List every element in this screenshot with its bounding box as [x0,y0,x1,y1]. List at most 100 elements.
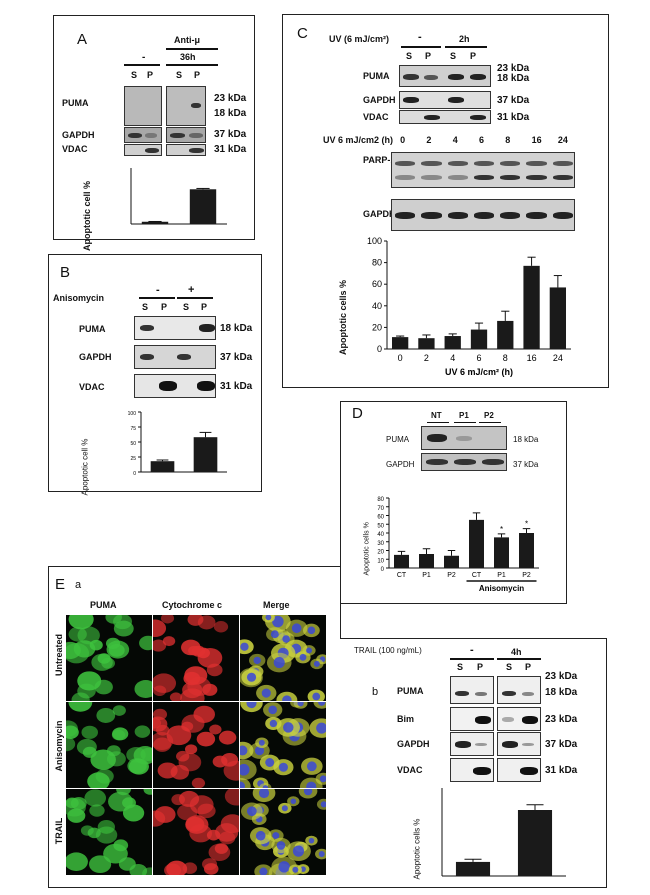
microscopy-image [153,789,239,875]
mw-marker: 18 kDa [220,323,253,334]
nucleus [262,785,269,788]
parp-cleaved-band [552,175,573,180]
blot-puma [497,676,541,704]
blot-gapdh [134,345,216,369]
microscopy-image [66,789,152,875]
nucleus [319,775,326,783]
cell [197,803,216,819]
y-tick-label: 60 [372,279,382,289]
x-tick-label: CT [472,572,482,579]
cell [112,727,129,741]
cell [162,636,176,647]
nucleus [259,867,268,875]
y-axis-label: Apoptotic cells % [363,522,371,576]
cell [196,731,216,747]
blot-puma [450,676,494,704]
cell [126,747,146,763]
panel-b: B Anisomycin - + S P S P PUMA 18 kDa GAP… [48,254,262,496]
nucleus [273,657,285,669]
panel-e-border [48,566,340,567]
blot-puma [421,426,507,450]
bar [394,554,409,568]
nucleus [272,615,284,628]
cell [122,804,145,822]
bar [523,265,540,349]
cell [185,816,205,832]
bar [150,461,175,472]
blot-puma [124,86,162,126]
bar [455,861,491,876]
row-label-puma: PUMA [79,324,106,334]
col-label: P [194,70,201,80]
blot-puma [399,65,491,87]
panel-e-letter: E [55,576,66,593]
panel-e-sub-a: a [75,579,82,591]
y-tick-label: 20 [377,550,384,556]
row-label-vdac: VDAC [79,382,105,392]
cell [134,680,152,698]
cell [68,615,94,630]
panel-e-border [340,566,341,638]
nucleus [240,781,245,788]
cell [224,789,239,806]
nucleus [306,647,312,654]
blot-gapdh-2 [391,199,575,231]
panel-d: D NT P1 P2 PUMA 18 kDa GAPDH 37 kDa Apop… [340,401,567,604]
cell [142,867,152,875]
x-tick-label: CT [397,572,407,579]
cell [103,843,128,864]
row-label-gapdh: GAPDH [363,95,396,105]
cell [77,671,102,691]
y-tick-label: 30 [377,541,384,547]
nucleus [246,672,257,682]
panel-a-time: 36h [180,52,196,62]
microscopy-image [240,702,326,788]
y-tick-label: 40 [372,301,382,311]
cell [128,758,149,775]
cell [143,789,152,795]
gapdh-band [526,212,547,219]
nucleus [276,841,286,850]
panel-e-border [340,887,606,888]
cell [76,738,97,755]
microscopy-image [66,615,152,701]
nucleus [281,805,288,812]
row-label-vdac: VDAC [62,144,88,154]
mw-marker: 31 kDa [214,144,247,155]
nucleus [270,630,279,639]
bar [391,337,409,349]
x-tick-label: P1 [422,572,431,579]
blot-vdac [134,374,216,398]
bar [141,221,169,224]
cell [116,789,131,796]
col-label: P [525,662,532,672]
bar [189,189,217,224]
y-tick-label: 0 [377,344,382,354]
cell [197,615,216,630]
y-axis-label: Apoptotic cell % [80,438,90,496]
blot-gapdh [124,127,162,143]
panel-a-minus: - [142,52,146,63]
cell [90,749,116,770]
mw-marker: 37 kDa [497,95,530,106]
bar [444,555,459,568]
gapdh-band [473,212,495,219]
bar [470,329,488,349]
nucleus [290,798,297,805]
y-tick-label: 80 [377,497,384,503]
cell [206,829,221,841]
y-tick-label: 100 [128,411,137,417]
cell [139,635,152,651]
cell [153,685,167,697]
col-label: P [161,302,168,312]
col-label: NT [431,411,442,420]
cell [213,621,229,633]
mw-marker: 31 kDa [497,112,530,123]
panel-e-minus: - [470,644,474,656]
panel-a-treatment: Anti-μ [174,35,200,45]
bar-chart-a [130,168,227,225]
panel-c: C UV (6 mJ/cm²) - 2h S P S P PUMA 23 kDa… [282,14,609,388]
col-label: P2 [484,411,494,420]
img-row-label: Anisomycin [54,720,64,772]
